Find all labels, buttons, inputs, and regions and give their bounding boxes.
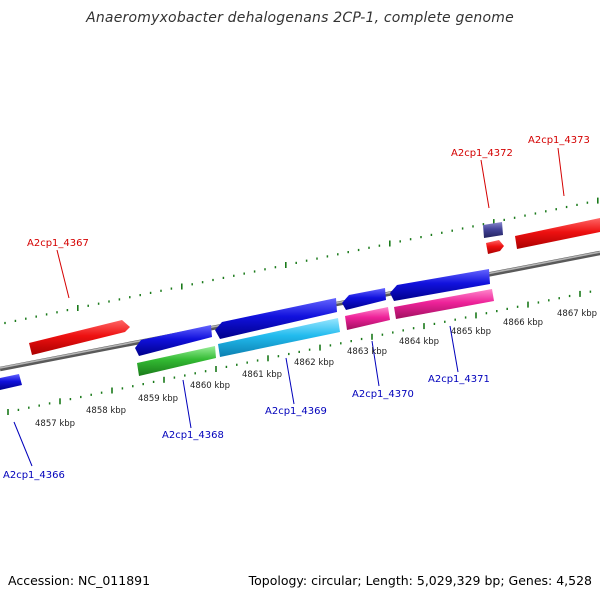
gene-blue-4[interactable]	[390, 269, 490, 301]
gene-blue-3[interactable]	[342, 288, 386, 310]
gene-blue-1[interactable]	[135, 325, 212, 356]
gene-a2cp1-4368[interactable]	[137, 346, 216, 376]
label-a2cp1-4368[interactable]: A2cp1_4368	[162, 430, 224, 441]
gene-a2cp1-4369[interactable]	[218, 318, 340, 357]
leader-a2cp1-4370	[371, 340, 380, 387]
leader-a2cp1-4368	[182, 379, 192, 429]
label-a2cp1-4371[interactable]: A2cp1_4371	[428, 374, 490, 385]
genome-summary-text: Topology: circular; Length: 5,029,329 bp…	[248, 573, 592, 588]
kbp-label: 4866 kbp	[503, 318, 543, 328]
label-a2cp1-4366[interactable]: A2cp1_4366	[3, 470, 65, 481]
gene-a2cp1-4372[interactable]	[486, 240, 504, 254]
gene-a2cp1-4367[interactable]	[29, 320, 130, 355]
label-a2cp1-4372[interactable]: A2cp1_4372	[451, 148, 513, 159]
label-a2cp1-4367[interactable]: A2cp1_4367	[27, 238, 89, 249]
leader-a2cp1-4371	[449, 325, 459, 373]
kbp-label: 4861 kbp	[242, 370, 282, 380]
gene-a2cp1-4370[interactable]	[345, 307, 390, 330]
label-a2cp1-4369[interactable]: A2cp1_4369	[265, 406, 327, 417]
accession-text: Accession: NC_011891	[8, 573, 151, 588]
label-a2cp1-4370[interactable]: A2cp1_4370	[352, 389, 414, 400]
gene-a2cp1-4373[interactable]	[515, 218, 600, 249]
kbp-label: 4857 kbp	[35, 419, 75, 429]
kbp-label: 4864 kbp	[399, 337, 439, 347]
label-a2cp1-4373[interactable]: A2cp1_4373	[528, 135, 590, 146]
kbp-label: 4865 kbp	[451, 327, 491, 337]
leader-a2cp1-4366	[13, 421, 33, 467]
kbp-label: 4863 kbp	[347, 347, 387, 357]
tick-row-top	[4, 197, 599, 325]
leader-a2cp1-4367	[56, 249, 70, 299]
kbp-label: 4862 kbp	[294, 358, 334, 368]
leader-a2cp1-4373	[557, 147, 565, 197]
gene-a2cp1-4371[interactable]	[394, 289, 494, 319]
leader-a2cp1-4372	[480, 159, 490, 209]
leader-a2cp1-4369	[285, 357, 295, 405]
tick-row-bottom	[7, 290, 592, 415]
kbp-label: 4860 kbp	[190, 381, 230, 391]
kbp-label: 4867 kbp	[557, 309, 597, 319]
gene-blue-left-edge[interactable]	[0, 374, 22, 390]
gene-blue-2[interactable]	[215, 298, 337, 339]
gene-purple-small[interactable]	[483, 222, 503, 238]
kbp-label: 4859 kbp	[138, 394, 178, 404]
kbp-label: 4858 kbp	[86, 406, 126, 416]
map-title: Anaeromyxobacter dehalogenans 2CP-1, com…	[86, 10, 514, 26]
